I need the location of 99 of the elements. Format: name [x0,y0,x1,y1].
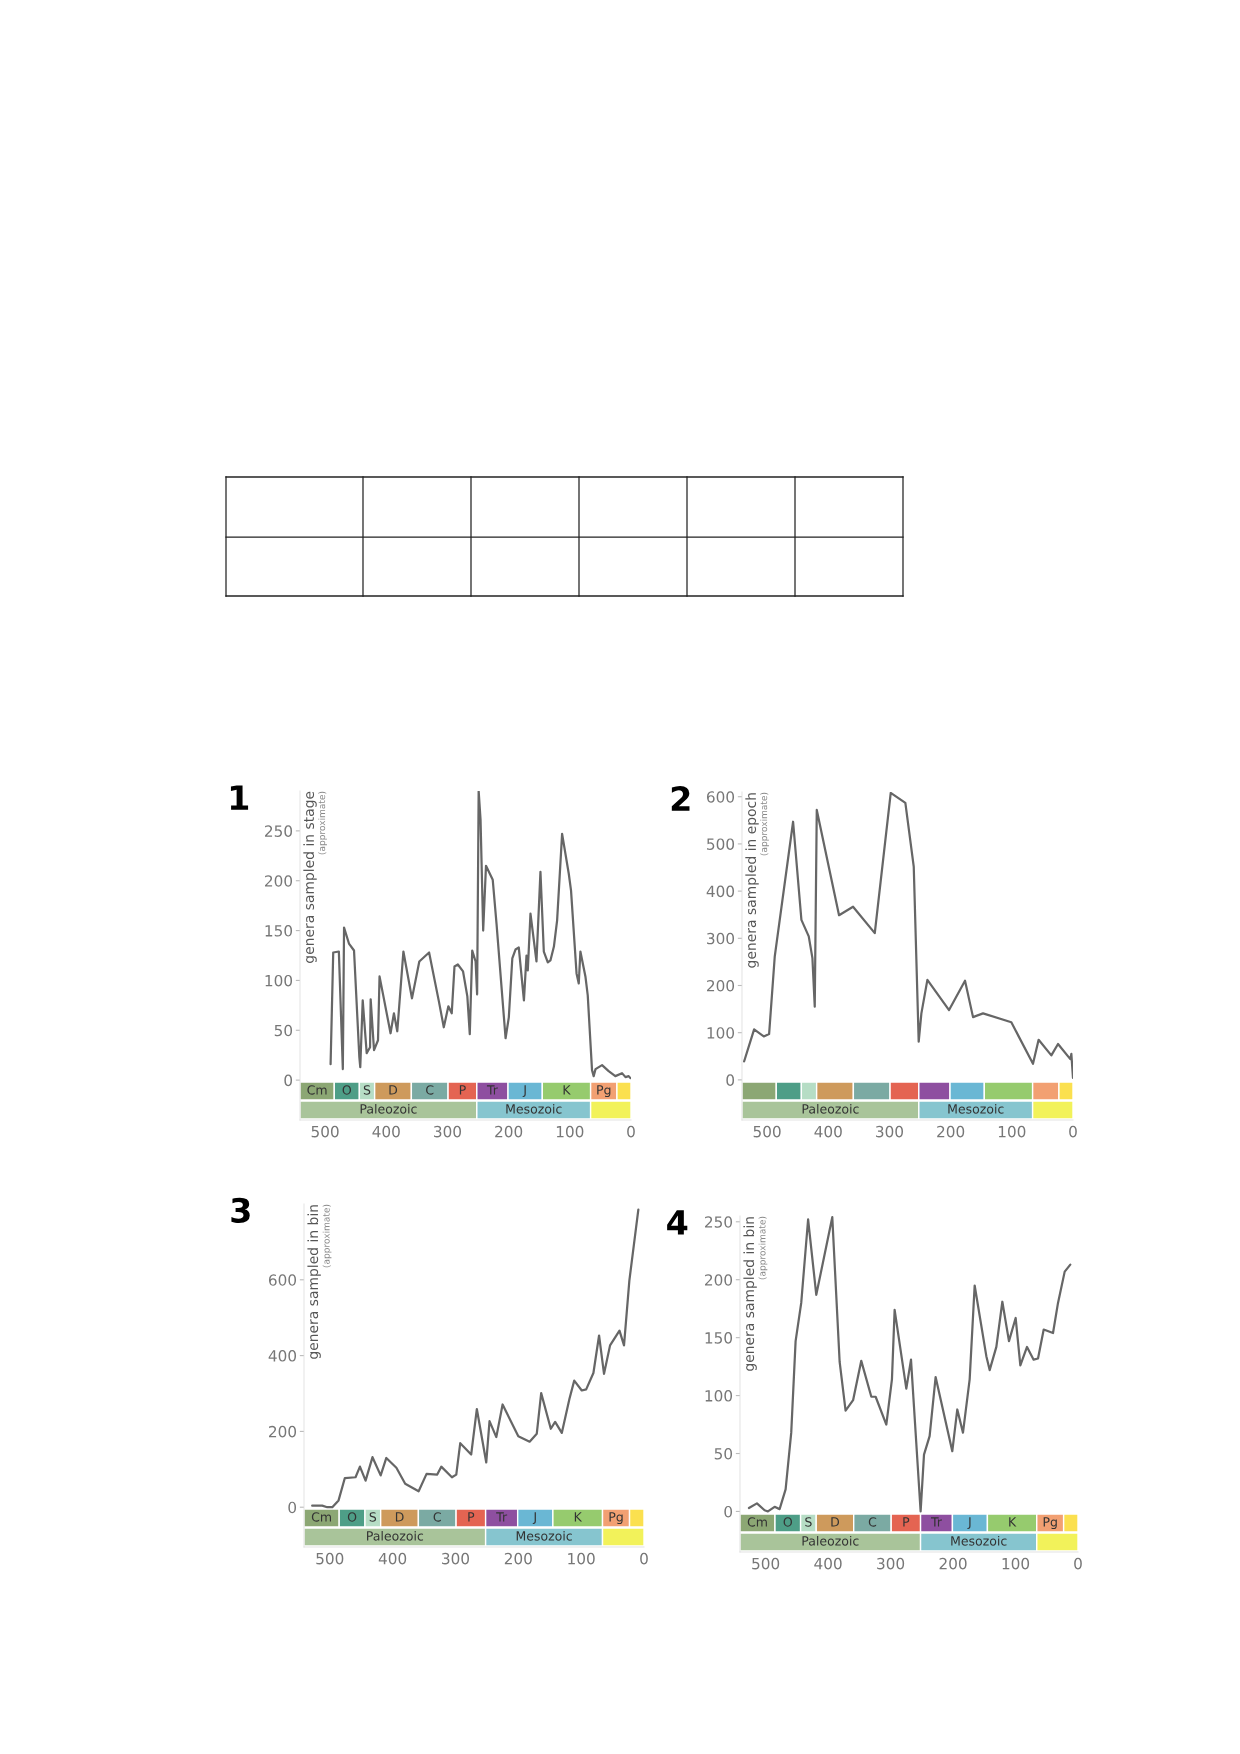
x-tick-label: 200 [504,1552,532,1565]
chart-title: 1 [230,785,249,810]
x-tick-label: 200 [937,1125,965,1138]
x-tick-label: 300 [877,1557,905,1570]
band-label: Tr [930,1517,942,1527]
band-label: Pg [609,1512,623,1525]
band-label: S [805,1517,812,1527]
y-axis-title: genera sampled in bin [743,1217,757,1371]
chart-title: 3 [231,1197,250,1223]
band-label: K [563,1085,571,1095]
band-label: Tr [486,1085,498,1095]
x-tick-label: 0 [627,1125,635,1138]
band-label: D [395,1512,404,1522]
x-tick-label: 500 [752,1557,780,1570]
x-tick-label: 400 [378,1552,407,1565]
x-tick-label: 200 [495,1125,523,1138]
band-label: K [574,1512,583,1522]
y-tick-label: 200 [269,1425,297,1438]
x-tick-label: 300 [434,1125,462,1138]
band-label: C [426,1085,434,1095]
band-label: J [967,1517,971,1529]
x-tick-label: 200 [939,1557,967,1570]
x-tick-label: 100 [1002,1557,1030,1570]
band-label: O [347,1512,357,1522]
y-tick-label: 600 [706,791,735,803]
y-tick-label: 200 [707,979,735,992]
y-tick-label: 100 [265,974,293,987]
band-label: J [532,1512,536,1524]
band-label: J [522,1085,526,1097]
band-label: D [389,1085,398,1095]
y-tick-label: 0 [726,1074,735,1086]
band-label: Paleozoic [360,1103,417,1114]
x-tick-label: 500 [316,1552,344,1565]
band-label: K [1009,1517,1017,1527]
band-label: Mesozoic [506,1103,562,1114]
line-series [742,792,1073,1080]
band-label: S [369,1512,377,1522]
band-label: Pg [1043,1517,1057,1530]
y-tick-label: 250 [265,825,293,837]
x-tick-label: 0 [640,1552,648,1565]
x-tick-label: 100 [568,1552,595,1565]
y-tick-label: 300 [707,932,735,945]
line-series [329,791,631,1080]
annotation: (approximate) [318,791,327,855]
x-tick-label: 400 [372,1125,400,1138]
band-label: O [342,1085,352,1095]
band-label: D [831,1517,840,1527]
y-tick-label: 150 [705,1332,733,1344]
band-label: C [433,1512,441,1522]
x-tick-label: 0 [1074,1557,1082,1570]
x-tick-label: 500 [311,1125,339,1138]
x-tick-label: 300 [876,1125,904,1138]
x-tick-label: 100 [998,1125,1026,1138]
y-tick-label: 200 [265,875,293,887]
x-tick-label: 400 [814,1125,842,1138]
y-tick-label: 0 [288,1501,297,1514]
band-label: Mesozoic [951,1535,1007,1546]
annotation: (approximate) [758,1216,768,1280]
band-label: Mesozoic [948,1103,1004,1114]
y-axis-title: genera sampled in bin [307,1205,321,1359]
band-label: P [468,1512,475,1522]
x-tick-label: 300 [442,1552,470,1565]
y-tick-label: 50 [274,1024,293,1037]
chart-title: 4 [667,1210,688,1235]
y-tick-label: 100 [707,1027,735,1039]
x-tick-label: 0 [1069,1125,1077,1138]
annotation: (approximate) [322,1204,332,1268]
band-label: P [459,1085,466,1095]
x-tick-label: 500 [753,1125,781,1138]
y-tick-label: 600 [268,1274,297,1286]
y-tick-label: 0 [284,1074,293,1087]
band-label: S [363,1085,371,1095]
x-tick-label: 400 [814,1557,842,1570]
y-tick-label: 150 [265,925,293,937]
y-tick-label: 0 [724,1505,733,1518]
y-axis-title: genera sampled in epoch [745,793,759,968]
y-tick-label: 500 [707,838,735,850]
band-label: Cm [747,1517,767,1527]
y-tick-label: 400 [268,1350,297,1362]
band-label: Cm [307,1085,327,1095]
band-label: Paleozoic [802,1103,859,1114]
y-tick-label: 400 [706,885,735,898]
y-tick-label: 200 [705,1274,733,1286]
band-label: Mesozoic [516,1530,572,1541]
y-tick-label: 50 [714,1447,733,1460]
band-label: Paleozoic [367,1530,424,1541]
band-label: P [903,1517,910,1527]
x-tick-label: 100 [556,1125,584,1138]
band-label: Paleozoic [802,1535,859,1546]
band-label: Cm [311,1512,331,1522]
annotation: (approximate) [760,792,769,856]
band-label: C [868,1517,877,1527]
band-label: O [783,1517,793,1527]
y-tick-label: 100 [705,1390,733,1402]
band-label: Pg [597,1085,611,1098]
chart-title: 2 [671,786,690,811]
band-label: Tr [496,1512,508,1522]
y-tick-label: 250 [705,1216,733,1228]
y-axis-title: genera sampled in stage [303,791,317,963]
